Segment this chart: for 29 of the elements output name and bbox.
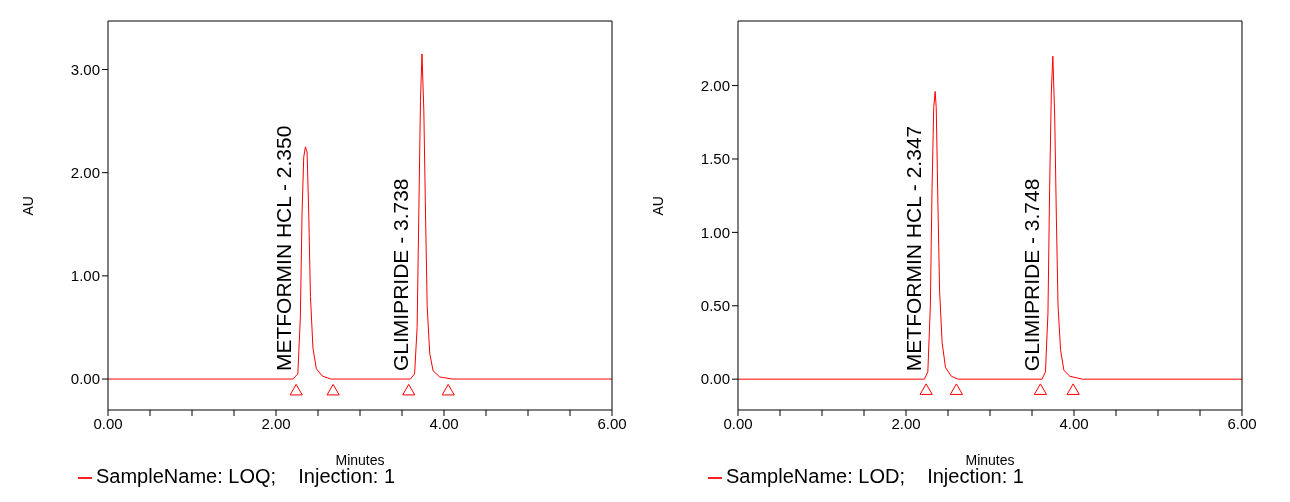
annotation: METFORMIN HCL - 2.347 <box>902 125 926 372</box>
x-tick-label: 2.00 <box>891 414 921 432</box>
y-tick-label: 1.00 <box>70 267 100 285</box>
annotation: GLIMIPRIDE - 3.738 <box>388 178 412 372</box>
line-series <box>108 53 612 380</box>
x-tick-label: 4.00 <box>1059 414 1089 432</box>
annotation: METFORMIN HCL - 2.350 <box>272 125 296 372</box>
x-tick-label: 2.00 <box>261 414 291 432</box>
y-tick-label: 1.50 <box>700 150 730 168</box>
y-tick-label: 1.00 <box>700 223 730 241</box>
y-tick-label: 2.00 <box>700 76 730 94</box>
y-tick-label: 3.00 <box>70 60 100 78</box>
x-tick-label: 4.00 <box>429 414 459 432</box>
y-tick-label: 0.00 <box>700 370 730 388</box>
x-tick-label: 0.00 <box>723 414 753 432</box>
x-axis-title: Minutes <box>335 452 385 468</box>
y-axis-title: AU <box>19 196 36 216</box>
line-series <box>738 55 1242 380</box>
legend-label: SampleName: LOD; Injection: 1 <box>726 465 1024 487</box>
legend-label: SampleName: LOQ; Injection: 1 <box>96 465 396 487</box>
x-axis-title: Minutes <box>965 452 1015 468</box>
y-tick-label: 0.50 <box>700 297 730 315</box>
annotation: GLIMIPRIDE - 3.748 <box>1019 178 1043 372</box>
x-tick-label: 0.00 <box>93 414 123 432</box>
x-tick-label: 6.00 <box>597 414 627 432</box>
y-tick-label: 2.00 <box>70 164 100 181</box>
y-axis-title: AU <box>649 196 666 216</box>
x-tick-label: 6.00 <box>1227 414 1257 432</box>
y-tick-label: 0.00 <box>70 370 100 388</box>
